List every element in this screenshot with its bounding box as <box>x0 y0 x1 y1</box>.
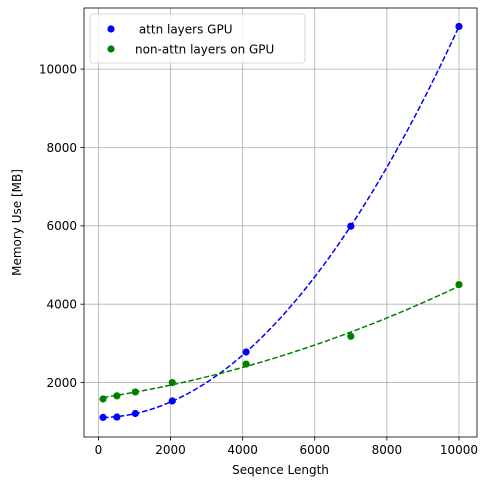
data-point-series-2 <box>242 360 250 368</box>
data-point-series-1 <box>99 413 107 422</box>
data-point-series-1 <box>455 22 463 31</box>
x-tick-label: 2000 <box>155 443 186 457</box>
data-point-series-2 <box>168 378 176 387</box>
y-axis-label: Memory Use [MB] <box>10 169 24 276</box>
x-axis-ticks: 0 2000 4000 6000 8000 10000 <box>95 437 478 457</box>
data-point-series-1 <box>113 413 121 421</box>
data-point-series-2 <box>99 395 107 403</box>
legend-marker <box>107 25 115 33</box>
plot-frame <box>83 7 478 438</box>
legend-label: attn layers GPU <box>135 22 233 36</box>
grid <box>84 8 477 437</box>
data-point-series-2 <box>455 280 463 289</box>
data-point-series-1 <box>242 348 250 356</box>
x-tick-label: 0 <box>95 443 103 457</box>
data-point-series-2 <box>347 332 355 340</box>
x-tick-label: 8000 <box>372 443 403 457</box>
fit-line-series-1 <box>103 26 460 419</box>
legend: attn layers GPU non-attn layers on GPU <box>89 13 306 64</box>
x-tick-label: 6000 <box>299 443 330 457</box>
fit-line-series-2 <box>102 285 460 399</box>
data-points <box>99 22 463 422</box>
x-axis-label: Seqence Length <box>232 463 329 477</box>
y-tick-label: 2000 <box>46 376 77 390</box>
y-tick-label: 4000 <box>46 297 77 311</box>
y-tick-label: 6000 <box>46 219 77 233</box>
y-axis-ticks: 2000 4000 6000 8000 10000 <box>39 62 84 390</box>
data-point-series-1 <box>131 409 139 418</box>
x-tick-label: 4000 <box>227 443 258 457</box>
y-tick-label: 10000 <box>39 62 77 76</box>
x-tick-label: 10000 <box>440 443 478 457</box>
legend-label: non-attn layers on GPU <box>135 42 274 56</box>
data-point-series-2 <box>131 388 139 396</box>
data-point-series-2 <box>113 392 121 400</box>
data-point-series-1 <box>347 222 355 230</box>
fit-lines <box>102 26 460 419</box>
y-tick-label: 8000 <box>46 141 77 155</box>
legend-marker <box>107 45 115 53</box>
data-point-series-1 <box>168 397 176 405</box>
legend-box <box>89 13 306 64</box>
